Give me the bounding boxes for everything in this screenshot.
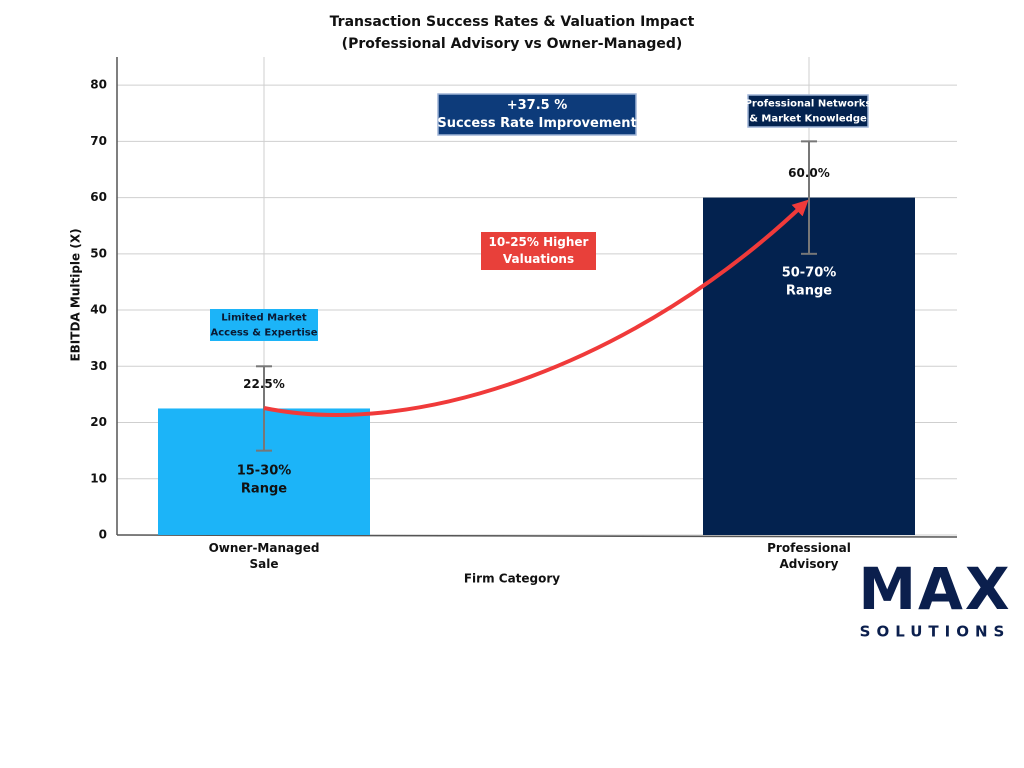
annotation-box — [437, 93, 637, 136]
x-tick-label: Owner-Managed Sale — [209, 541, 320, 571]
x-tick-label: Professional Advisory — [767, 541, 851, 571]
y-tick-label: 70 — [90, 134, 107, 148]
annotation-text: 10-25% Higher — [489, 235, 589, 249]
annotation-text: Range — [241, 482, 287, 497]
y-tick-label: 50 — [90, 246, 107, 260]
annotation-text: Success Rate Improvement — [437, 116, 636, 131]
y-tick-label: 60 — [90, 190, 107, 204]
annotation-text: 50-70% — [782, 266, 837, 281]
annotation-text: Professional Networks — [745, 99, 872, 110]
y-tick-label: 20 — [90, 415, 107, 429]
error-bar — [801, 140, 817, 255]
y-tick-label: 0 — [99, 528, 107, 542]
x-axis-title: Firm Category — [464, 572, 560, 586]
y-tick-label: 10 — [90, 471, 107, 485]
chart-title: Transaction Success Rates & Valuation Im… — [330, 14, 695, 30]
value-label: 60.0% — [788, 166, 830, 180]
annotation-box — [210, 309, 318, 341]
annotation-box — [481, 232, 596, 270]
annotation-text: +37.5 % — [507, 98, 568, 113]
value-label: 22.5% — [243, 377, 285, 391]
logo-text: MAX — [858, 555, 1011, 623]
annotation-text: Valuations — [503, 252, 574, 266]
annotation-text: & Market Knowledge — [749, 114, 867, 125]
y-tick-label: 30 — [90, 359, 107, 373]
y-axis-title: EBITDA Multiple (X) — [69, 228, 83, 361]
annotation-box — [747, 94, 869, 128]
logo-subtext: SOLUTIONS — [860, 623, 1011, 641]
y-tick-label: 80 — [90, 78, 107, 92]
x-axis — [116, 534, 958, 538]
y-tick-label: 40 — [90, 303, 107, 317]
annotation-text: Limited Market — [221, 313, 307, 324]
annotation-text: 15-30% — [237, 464, 292, 479]
annotation-text: Range — [786, 284, 832, 299]
annotation-text: Access & Expertise — [210, 328, 317, 339]
trend-arrow — [263, 199, 809, 417]
chart-subtitle: (Professional Advisory vs Owner-Managed) — [342, 36, 683, 52]
